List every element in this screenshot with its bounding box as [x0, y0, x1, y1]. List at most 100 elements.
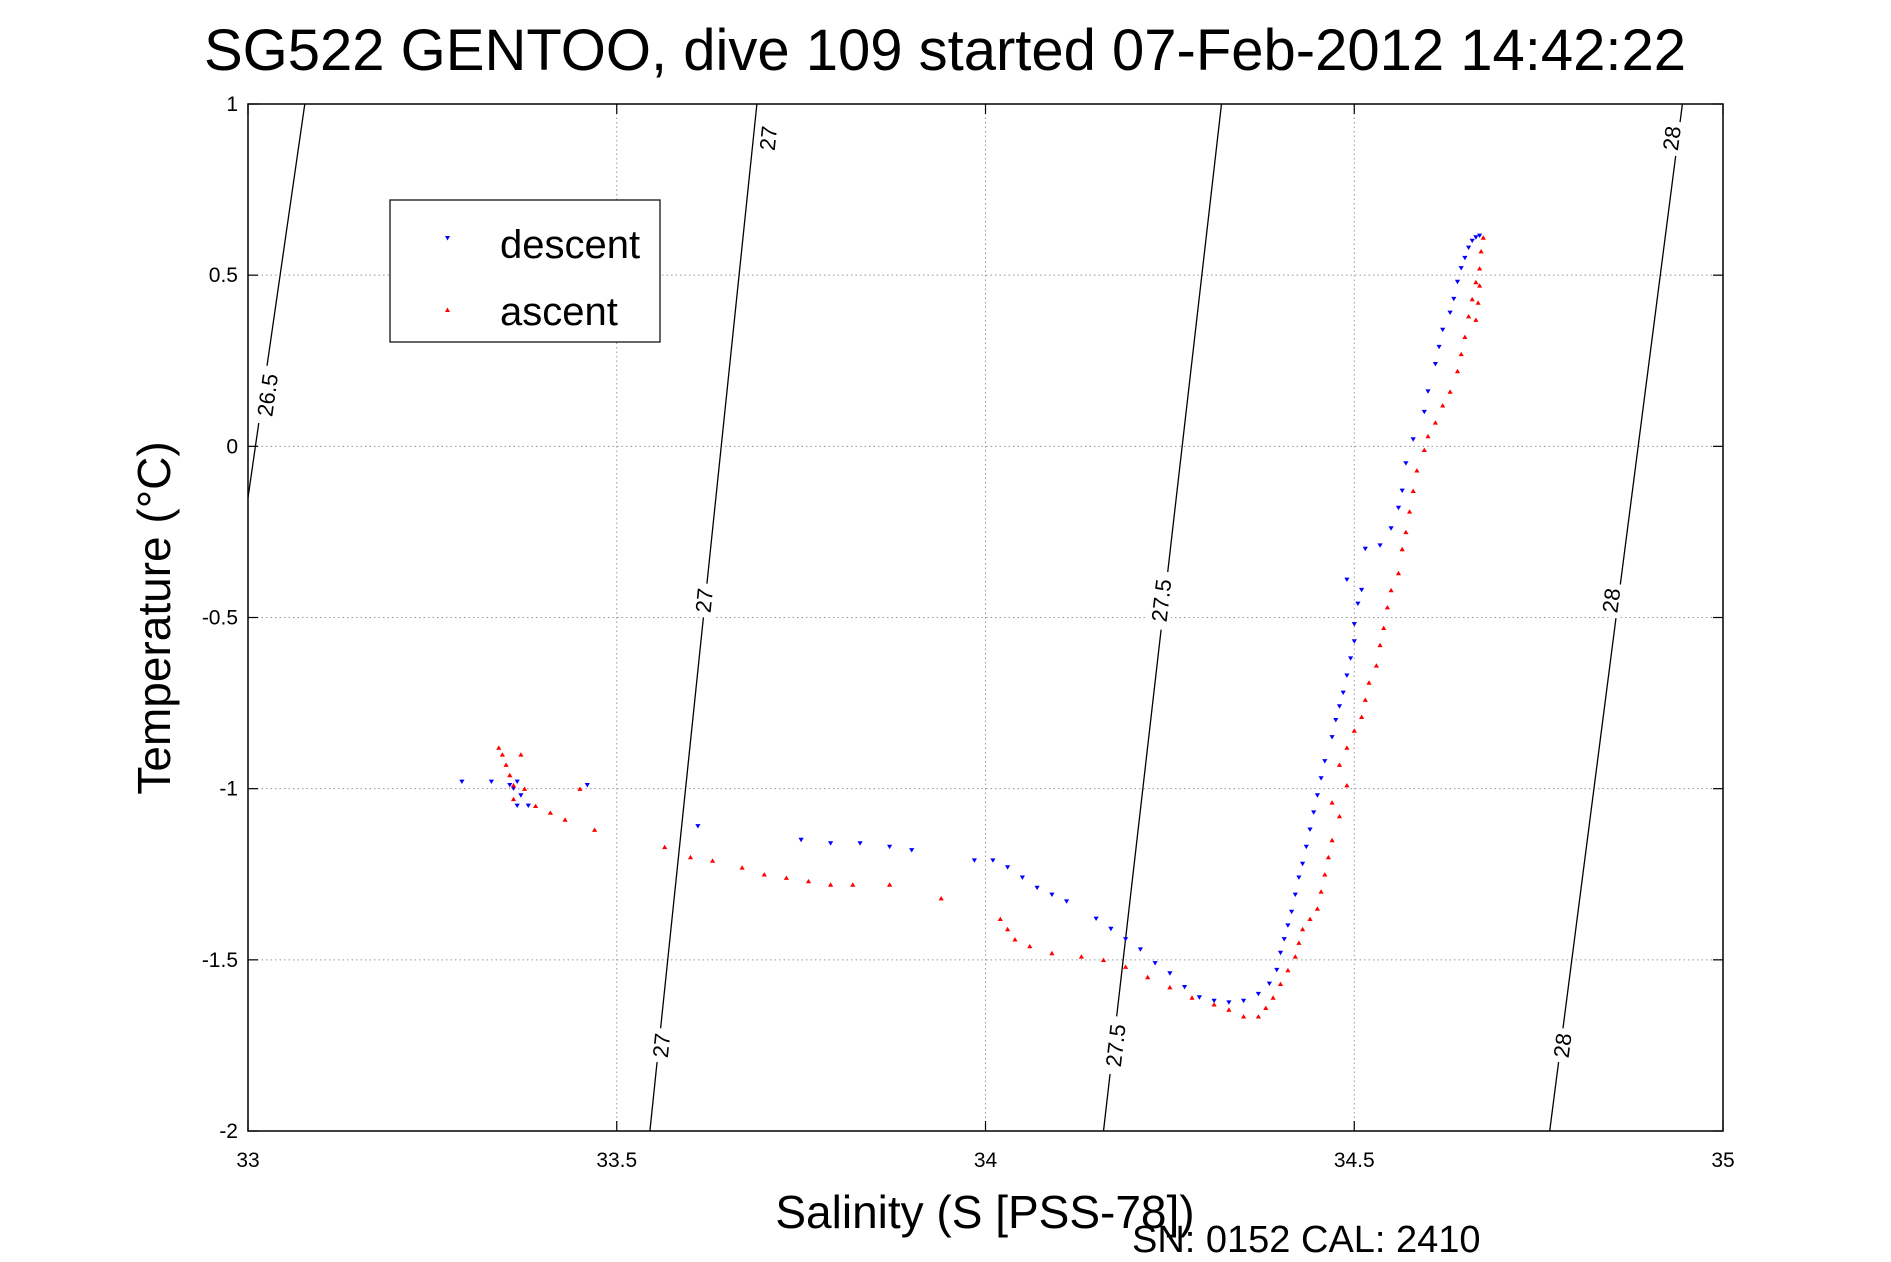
ascent-point [1425, 433, 1431, 439]
density-contour-label: 27 [648, 1032, 675, 1059]
descent-point [1034, 885, 1040, 891]
ascent-point [1078, 954, 1084, 959]
descent-point [1277, 950, 1284, 956]
descent-point [1348, 656, 1354, 661]
descent-point [1292, 892, 1298, 897]
x-tick-label: 34 [974, 1149, 998, 1172]
descent-point [1296, 875, 1302, 880]
density-contour-label-bg [690, 582, 718, 619]
ascent-point [1458, 351, 1464, 357]
ascent-point [1366, 680, 1372, 685]
descent-point [1388, 526, 1394, 531]
ascent-point [1410, 488, 1416, 493]
descent-point [1167, 971, 1173, 976]
ascent-point [522, 786, 528, 791]
y-tick-label: 1 [226, 93, 238, 116]
descent-point [1152, 961, 1158, 966]
density-contour-label-bg [251, 364, 284, 426]
descent-point [1355, 601, 1361, 606]
ascent-point [662, 844, 668, 850]
density-contour-label-group: 28 [1596, 581, 1625, 619]
density-contour-label: 27.5 [1101, 1023, 1131, 1068]
descent-point [1300, 861, 1306, 867]
density-contour-label-bg [754, 120, 782, 157]
ascent-point [997, 916, 1003, 921]
y-tick-label: -0.5 [202, 607, 238, 630]
ascent-point [1344, 783, 1350, 788]
ascent-point [1263, 1005, 1269, 1010]
legend: descent ascent [389, 199, 661, 343]
y-tick-label: -2 [219, 1120, 238, 1143]
ascent-point [1421, 447, 1427, 452]
density-contour-26.5 [247, 103, 306, 498]
descent-point [1123, 937, 1129, 942]
descent-point [1454, 279, 1461, 285]
ascent-point [1466, 314, 1472, 319]
descent-point [514, 803, 520, 808]
descent-point [1377, 543, 1383, 548]
descent-point [1255, 991, 1261, 997]
descent-point [459, 779, 465, 784]
descent-point [1322, 759, 1328, 764]
descent-point [857, 841, 863, 846]
ascent-point [1403, 529, 1409, 535]
ascent-point [1478, 249, 1484, 254]
ascent-point [1469, 296, 1475, 302]
y-axis-label: Temperature (°C) [128, 441, 180, 794]
descent-point [1196, 995, 1202, 1000]
y-tick-label: 0.5 [209, 264, 238, 287]
descent-point [1351, 639, 1357, 644]
y-tick-label: -1.5 [202, 949, 238, 972]
legend-ascent-label: ascent [500, 290, 618, 334]
descent-point [514, 779, 520, 784]
density-contour-label-bg [1596, 581, 1625, 619]
ascent-point [1211, 1002, 1217, 1007]
descent-point [1462, 255, 1468, 261]
descent-point [887, 844, 893, 850]
descent-point [1447, 310, 1453, 315]
y-tick-label: 0 [226, 435, 238, 458]
descent-point [1336, 704, 1343, 709]
ascent-point [1012, 937, 1018, 942]
ascent-point [577, 786, 583, 791]
ascent-point [496, 745, 502, 750]
density-contour-label-group: 27.5 [1100, 1015, 1131, 1076]
density-contour-label-bg [1548, 1026, 1577, 1064]
descent-point [1351, 622, 1357, 627]
ascent-point [1475, 300, 1481, 305]
ascent-point [518, 752, 524, 757]
ascent-point [533, 803, 539, 808]
ascent-point [1241, 1014, 1247, 1019]
ascent-point [1473, 279, 1479, 285]
ascent-point [1307, 916, 1313, 921]
descent-point [971, 858, 977, 863]
serial-cal-footer: SN: 0152 CAL: 2410 [1132, 1219, 1481, 1261]
descent-point [1458, 266, 1464, 271]
descent-point [828, 841, 834, 846]
descent-point [1333, 718, 1339, 723]
density-contour-27 [649, 103, 758, 1132]
density-contour-label: 27.5 [1147, 578, 1177, 623]
ascent-point [507, 772, 513, 778]
ascent-point [761, 872, 767, 877]
y-axis-ticks: -2 -1.5 -1 -0.5 0 0.5 1 [202, 93, 1723, 1143]
x-tick-label: 34.5 [1334, 1149, 1375, 1172]
descent-point [1403, 461, 1409, 466]
ascent-point [1296, 940, 1302, 945]
ascent-point [1432, 420, 1438, 425]
series-ascent [496, 235, 1486, 1019]
x-tick-label: 35 [1711, 1149, 1734, 1172]
series-descent [459, 233, 1483, 1005]
ascent-point [687, 854, 694, 860]
density-contour-label: 28 [1597, 587, 1625, 615]
descent-point [1340, 690, 1346, 695]
descent-point [798, 837, 804, 843]
x-axis-ticks: 33 33.5 34 34.5 35 [236, 104, 1735, 1172]
descent-point [1440, 327, 1446, 333]
ascent-point [1447, 389, 1453, 394]
descent-point [1451, 296, 1457, 302]
density-contour-label: 28 [1549, 1032, 1577, 1060]
ascent-point [562, 817, 568, 822]
ascent-point [1270, 995, 1276, 1000]
